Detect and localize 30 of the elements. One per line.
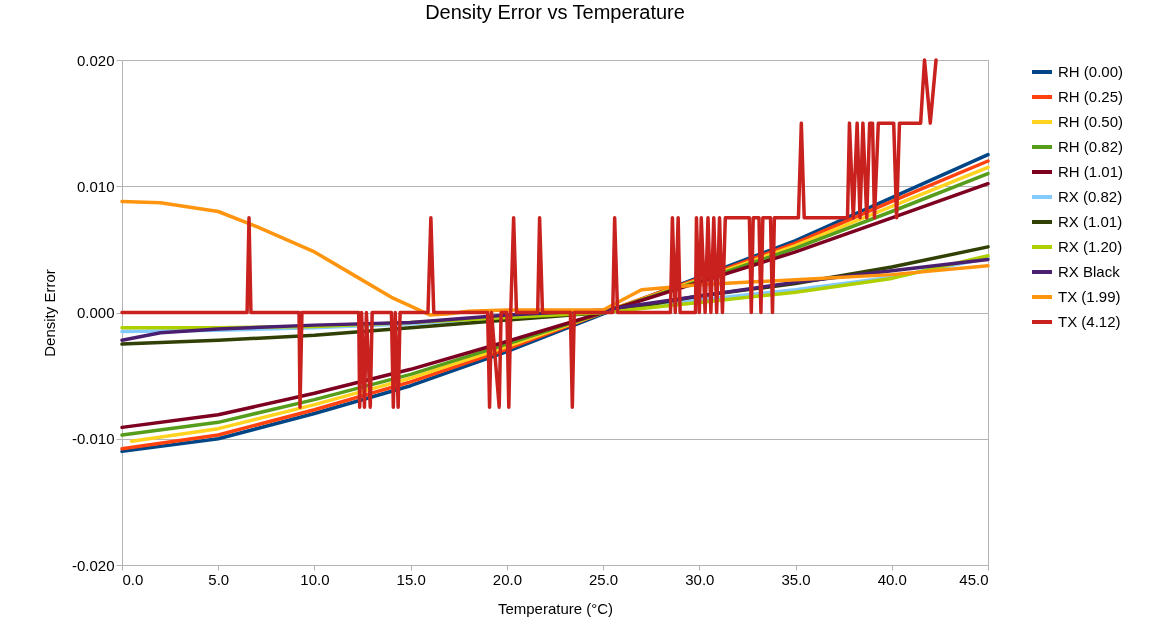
line-series	[120, 58, 938, 409]
legend-label: RH (0.82)	[1058, 138, 1124, 155]
legend-label: RX (0.82)	[1058, 188, 1123, 205]
legend-label: RH (0.25)	[1058, 88, 1124, 105]
legend-label: RH (0.50)	[1058, 113, 1124, 130]
x-tick-label: 0.0	[122, 570, 144, 588]
legend-label: RX (1.20)	[1058, 238, 1123, 255]
x-tick-label: 35.0	[781, 570, 811, 588]
x-tick-label: 5.0	[208, 570, 230, 588]
y-tick-label: -0.010	[71, 430, 115, 448]
x-axis-title: Temperature (°C)	[497, 599, 614, 617]
x-tick-label: 20.0	[492, 570, 522, 588]
legend-label: TX (4.12)	[1058, 313, 1121, 330]
legend-label: RX (1.01)	[1058, 213, 1123, 230]
x-tick-label: 40.0	[877, 570, 907, 588]
y-axis-title: Density Error	[40, 269, 58, 357]
x-tick-label: 10.0	[300, 570, 330, 588]
y-tick-label: -0.020	[71, 556, 115, 574]
legend-label: RH (0.00)	[1058, 63, 1124, 80]
y-tick-label: 0.000	[76, 304, 115, 321]
legend-label: RX Black	[1058, 263, 1121, 280]
y-tick-label: 0.020	[76, 51, 115, 69]
chart-title: Density Error vs Temperature	[425, 1, 685, 23]
x-tick-label: 45.0	[959, 570, 989, 588]
y-tick-label: 0.010	[76, 177, 115, 195]
x-tick-label: 30.0	[685, 570, 715, 588]
x-tick-label: 15.0	[396, 570, 426, 588]
legend-label: TX (1.99)	[1058, 288, 1121, 305]
x-tick-label: 25.0	[589, 570, 619, 588]
legend-label: RH (1.01)	[1058, 163, 1124, 180]
